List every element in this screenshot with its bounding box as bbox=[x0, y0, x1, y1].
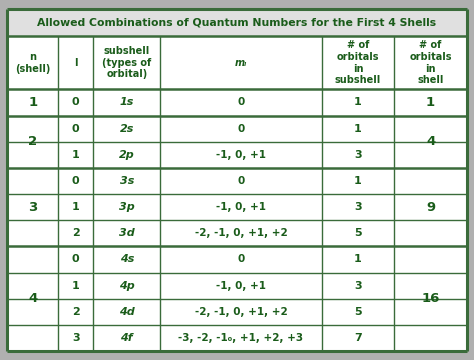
Text: 0: 0 bbox=[72, 98, 80, 107]
Text: 4d: 4d bbox=[119, 307, 135, 317]
Bar bbox=[7, 246, 467, 273]
Text: 0: 0 bbox=[237, 98, 245, 107]
Bar bbox=[7, 273, 467, 299]
Text: Allowed Combinations of Quantum Numbers for the First 4 Shells: Allowed Combinations of Quantum Numbers … bbox=[37, 18, 437, 28]
Text: # of
orbitals
in
shell: # of orbitals in shell bbox=[410, 40, 452, 85]
Bar bbox=[7, 325, 467, 351]
Text: 4s: 4s bbox=[119, 255, 134, 265]
Text: 1: 1 bbox=[354, 176, 362, 186]
Text: 4p: 4p bbox=[119, 280, 135, 291]
Text: 1: 1 bbox=[72, 202, 80, 212]
Text: 3: 3 bbox=[354, 202, 362, 212]
Text: 9: 9 bbox=[426, 201, 435, 213]
Text: 0: 0 bbox=[72, 176, 80, 186]
Text: 1: 1 bbox=[72, 150, 80, 160]
Text: 7: 7 bbox=[354, 333, 362, 343]
Text: -3, -2, -1₀, +1, +2, +3: -3, -2, -1₀, +1, +2, +3 bbox=[179, 333, 303, 343]
Text: 4: 4 bbox=[28, 292, 37, 305]
Text: 0: 0 bbox=[72, 123, 80, 134]
Text: 3: 3 bbox=[72, 333, 80, 343]
Text: 2: 2 bbox=[72, 228, 80, 238]
Text: 1: 1 bbox=[426, 96, 435, 109]
Text: 5: 5 bbox=[354, 228, 362, 238]
Text: 2: 2 bbox=[72, 307, 80, 317]
Text: 0: 0 bbox=[237, 255, 245, 265]
Text: 3s: 3s bbox=[119, 176, 134, 186]
Text: 0: 0 bbox=[237, 176, 245, 186]
Bar bbox=[7, 220, 467, 246]
Text: # of
orbitals
in
subshell: # of orbitals in subshell bbox=[335, 40, 381, 85]
Text: 1: 1 bbox=[72, 280, 80, 291]
Text: l: l bbox=[74, 58, 77, 68]
Text: 4f: 4f bbox=[120, 333, 133, 343]
Bar bbox=[7, 116, 467, 142]
Bar bbox=[7, 9, 467, 36]
Text: 4: 4 bbox=[426, 135, 435, 148]
Text: 3d: 3d bbox=[119, 228, 135, 238]
Text: 3p: 3p bbox=[119, 202, 135, 212]
Text: 5: 5 bbox=[354, 307, 362, 317]
Bar bbox=[7, 89, 467, 116]
Bar bbox=[7, 142, 467, 168]
Text: -1, 0, +1: -1, 0, +1 bbox=[216, 150, 266, 160]
Text: 3: 3 bbox=[354, 280, 362, 291]
Text: 1: 1 bbox=[354, 123, 362, 134]
Text: 16: 16 bbox=[421, 292, 440, 305]
Text: -1, 0, +1: -1, 0, +1 bbox=[216, 280, 266, 291]
Text: 0: 0 bbox=[72, 255, 80, 265]
Text: 1s: 1s bbox=[119, 98, 134, 107]
Bar bbox=[7, 299, 467, 325]
Text: 1: 1 bbox=[28, 96, 37, 109]
Text: 2: 2 bbox=[28, 135, 37, 148]
Text: subshell
(types of
orbital): subshell (types of orbital) bbox=[102, 46, 151, 80]
Text: 3: 3 bbox=[354, 150, 362, 160]
Bar bbox=[7, 194, 467, 220]
Text: n
(shell): n (shell) bbox=[15, 52, 50, 74]
Text: 2p: 2p bbox=[119, 150, 135, 160]
Text: -2, -1, 0, +1, +2: -2, -1, 0, +1, +2 bbox=[195, 307, 287, 317]
Text: 1: 1 bbox=[354, 98, 362, 107]
Text: 1: 1 bbox=[354, 255, 362, 265]
Text: 2s: 2s bbox=[119, 123, 134, 134]
Text: mₗ: mₗ bbox=[235, 58, 247, 68]
Text: 0: 0 bbox=[237, 123, 245, 134]
Text: -1, 0, +1: -1, 0, +1 bbox=[216, 202, 266, 212]
Text: 3: 3 bbox=[28, 201, 37, 213]
Bar bbox=[7, 168, 467, 194]
Bar bbox=[7, 36, 467, 89]
Text: -2, -1, 0, +1, +2: -2, -1, 0, +1, +2 bbox=[195, 228, 287, 238]
